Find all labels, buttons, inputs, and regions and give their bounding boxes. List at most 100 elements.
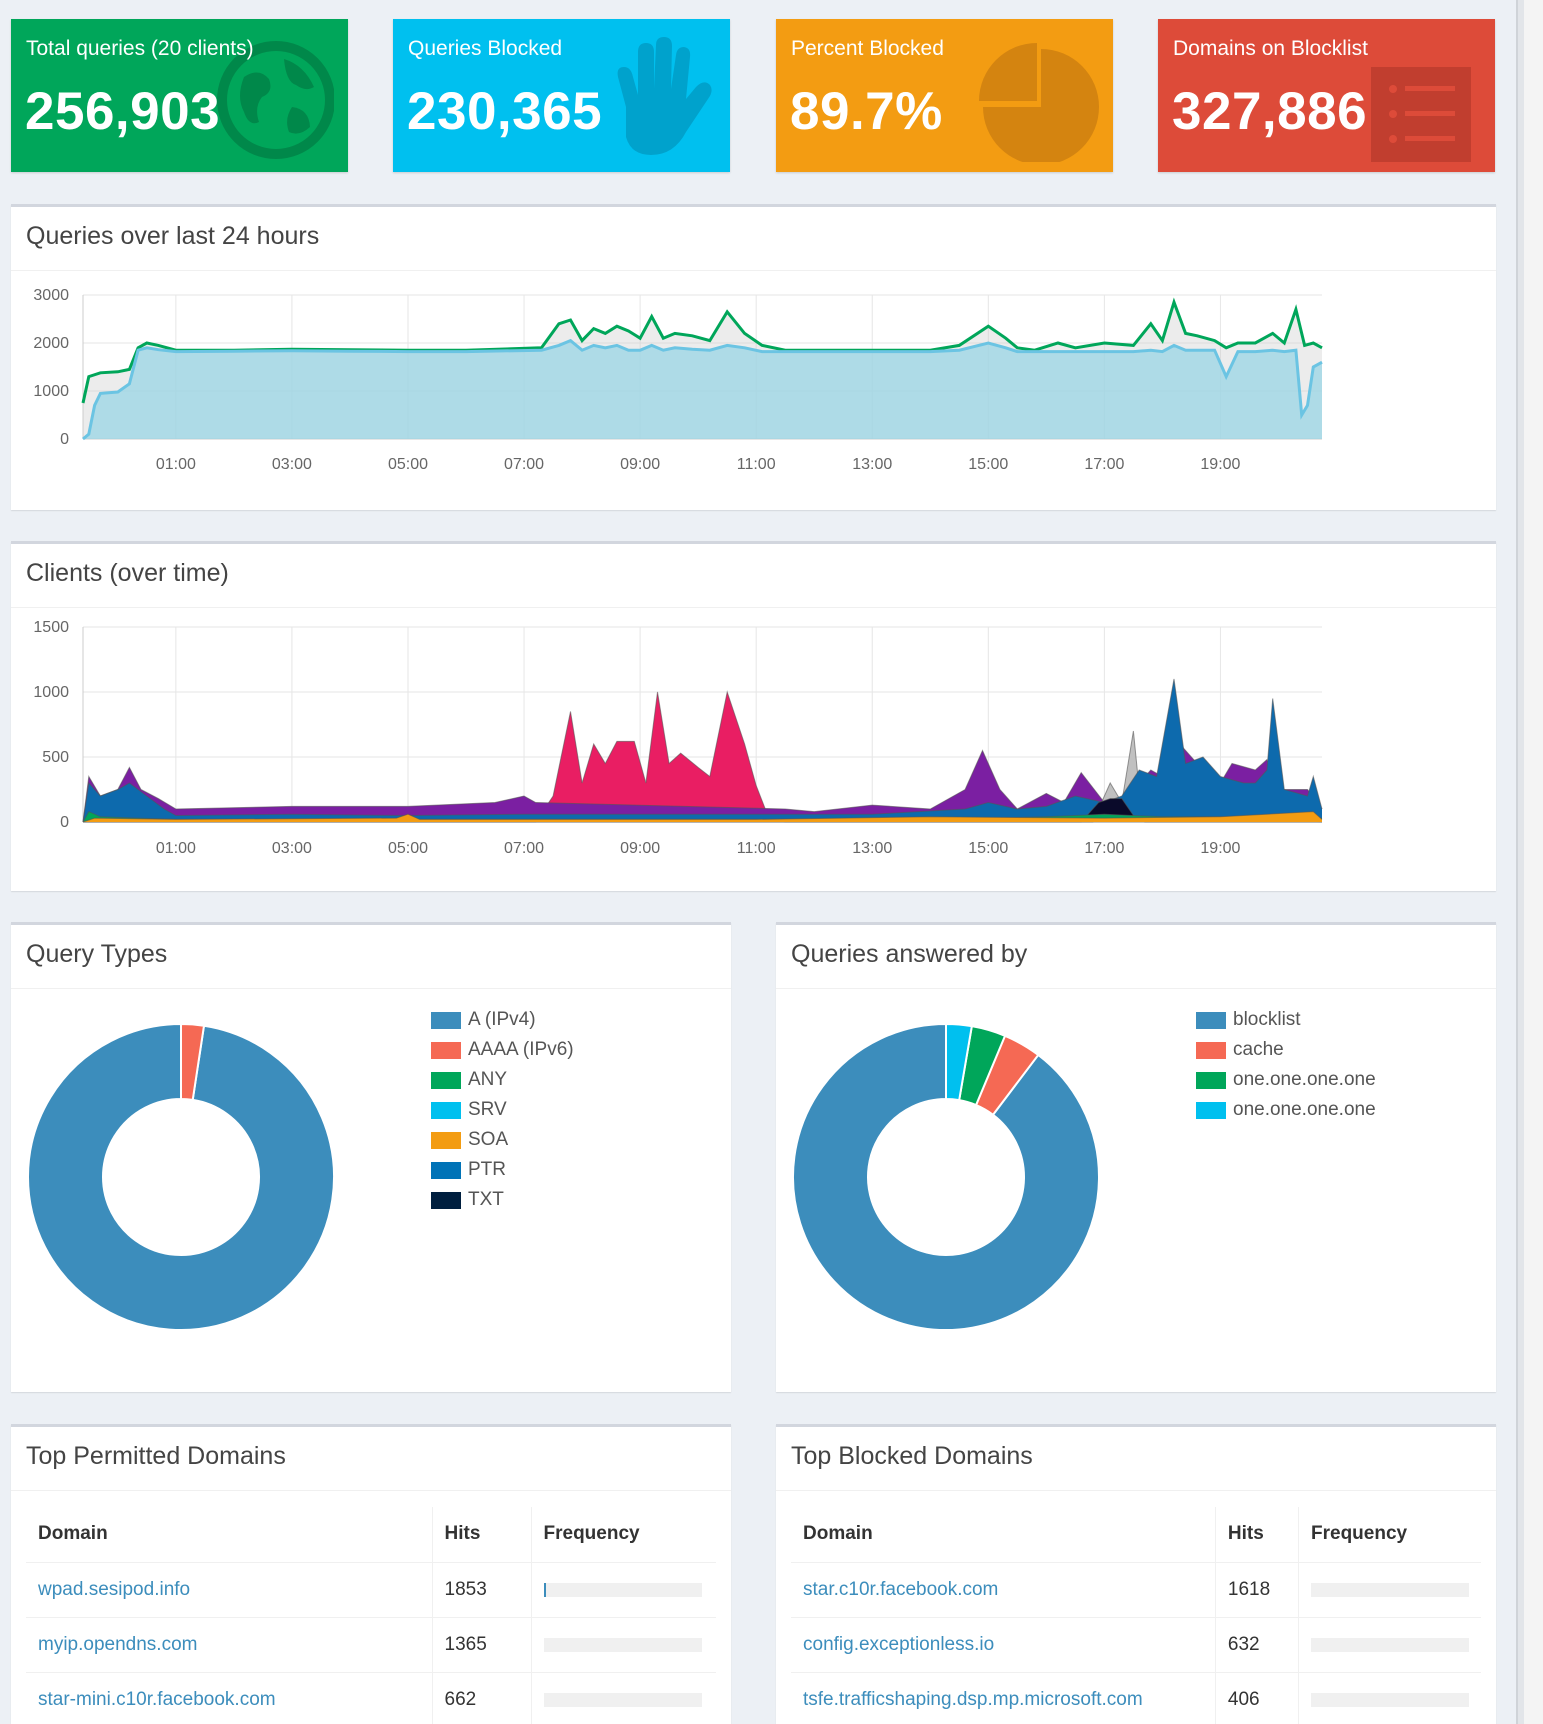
- series-line: [83, 690, 1322, 823]
- total-queries-tile: Total queries (20 clients) 256,903: [11, 19, 348, 172]
- answered-by-donut[interactable]: [776, 989, 1156, 1389]
- legend-item[interactable]: TXT: [431, 1185, 574, 1215]
- x-tick-label: 15:00: [968, 456, 1008, 473]
- domain-cell: tsfe.trafficshaping.dsp.mp.microsoft.com: [791, 1671, 1216, 1724]
- domain-link[interactable]: star-mini.c10r.facebook.com: [38, 1688, 276, 1710]
- column-header-hits[interactable]: Hits: [1214, 1507, 1299, 1563]
- table-row: star-mini.c10r.facebook.com 662: [26, 1671, 716, 1724]
- x-tick-label: 19:00: [1200, 840, 1240, 857]
- legend-item[interactable]: blocklist: [1196, 1005, 1376, 1035]
- hits-cell: 406: [1214, 1671, 1299, 1724]
- domain-cell: myip.opendns.com: [26, 1616, 432, 1672]
- legend-label: cache: [1233, 1039, 1284, 1060]
- x-tick-label: 07:00: [504, 456, 544, 473]
- donut-slice[interactable]: [180, 1022, 206, 1102]
- domain-link[interactable]: config.exceptionless.io: [803, 1633, 995, 1655]
- y-tick-label: 0: [60, 814, 69, 831]
- legend-item[interactable]: one.one.one.one: [1196, 1065, 1376, 1095]
- queries-area-chart[interactable]: 0 1000 2000 3000 01:00 03:00 05:00 07:00 09:00 11…: [11, 271, 1496, 510]
- donut-slice[interactable]: [792, 1022, 1100, 1331]
- query-types-donut[interactable]: [11, 989, 391, 1389]
- clients-area-chart[interactable]: 0 500 1000 1500 01:00 03:00 05:00 07:00 09:00 11:…: [11, 608, 1496, 891]
- scrollbar-strip[interactable]: [1516, 0, 1543, 1724]
- legend-swatch: [431, 1011, 461, 1029]
- hits-cell: 1853: [431, 1561, 531, 1617]
- tile-label: Queries Blocked: [408, 37, 563, 60]
- tile-label: Domains on Blocklist: [1173, 37, 1368, 60]
- legend-item[interactable]: AAAA (IPv6): [431, 1035, 574, 1065]
- legend-label: blocklist: [1233, 1009, 1301, 1030]
- frequency-bar: [1311, 1582, 1469, 1597]
- table-row: myip.opendns.com 1365: [26, 1616, 716, 1672]
- x-tick-label: 11:00: [737, 840, 776, 857]
- clients-over-time-panel: Clients (over time) 0 500 1000 1500 01:00 03:…: [11, 541, 1496, 891]
- domain-link[interactable]: star.c10r.facebook.com: [803, 1578, 999, 1600]
- domains-blocklist-tile: Domains on Blocklist 327,886: [1158, 19, 1495, 172]
- tile-value: 89.7%: [790, 82, 943, 141]
- donut-slice[interactable]: [945, 1022, 973, 1102]
- legend-swatch: [431, 1131, 461, 1149]
- query-types-legend: A (IPv4) AAAA (IPv6) ANY SRV SOA PTR TXT: [431, 1005, 574, 1215]
- domain-cell: star-mini.c10r.facebook.com: [26, 1671, 432, 1724]
- frequency-bar: [1311, 1637, 1469, 1652]
- y-tick-label: 0: [60, 431, 69, 448]
- column-header-hits[interactable]: Hits: [431, 1507, 531, 1563]
- queries-over-time-panel: Queries over last 24 hours 0 1000 2000 3000…: [11, 204, 1496, 510]
- y-tick-label: 500: [42, 749, 69, 766]
- x-tick-label: 03:00: [272, 840, 312, 857]
- legend-item[interactable]: ANY: [431, 1065, 574, 1095]
- column-header-domain[interactable]: Domain: [26, 1507, 432, 1563]
- legend-label: one.one.one.one: [1233, 1069, 1376, 1090]
- frequency-cell: [1298, 1616, 1481, 1672]
- legend-label: PTR: [468, 1159, 506, 1180]
- x-tick-label: 05:00: [388, 840, 428, 857]
- x-tick-label: 01:00: [156, 456, 196, 473]
- legend-label: one.one.one.one: [1233, 1099, 1376, 1120]
- x-tick-label: 19:00: [1200, 456, 1240, 473]
- x-tick-label: 13:00: [852, 840, 892, 857]
- legend-item[interactable]: cache: [1196, 1035, 1376, 1065]
- panel-title: Queries over last 24 hours: [11, 207, 1496, 271]
- legend-swatch: [1196, 1011, 1226, 1029]
- legend-item[interactable]: SOA: [431, 1125, 574, 1155]
- domain-link[interactable]: tsfe.trafficshaping.dsp.mp.microsoft.com: [803, 1688, 1143, 1710]
- legend-label: TXT: [468, 1189, 504, 1210]
- domain-cell: wpad.sesipod.info: [26, 1561, 432, 1617]
- column-header-frequency[interactable]: Frequency: [530, 1507, 716, 1563]
- x-tick-label: 17:00: [1084, 840, 1124, 857]
- series-line: [82, 338, 1323, 441]
- legend-item[interactable]: one.one.one.one: [1196, 1095, 1376, 1125]
- frequency-cell: [530, 1561, 716, 1617]
- legend-item[interactable]: PTR: [431, 1155, 574, 1185]
- frequency-bar-fill: [543, 1582, 546, 1597]
- y-tick-label: 2000: [33, 335, 69, 352]
- legend-label: SOA: [468, 1129, 509, 1150]
- frequency-cell: [530, 1616, 716, 1672]
- series-line: [82, 678, 1323, 823]
- domain-link[interactable]: wpad.sesipod.info: [38, 1578, 191, 1600]
- answered-by-legend: blocklist cache one.one.one.one one.one.one…: [1196, 1005, 1376, 1125]
- list-icon: [1371, 67, 1471, 162]
- column-header-frequency[interactable]: Frequency: [1298, 1507, 1481, 1563]
- donut-slice[interactable]: [27, 1022, 335, 1331]
- legend-item[interactable]: SRV: [431, 1095, 574, 1125]
- panel-title: Query Types: [11, 925, 731, 989]
- domain-link[interactable]: myip.opendns.com: [38, 1633, 198, 1655]
- series-line: [82, 811, 1323, 823]
- legend-item[interactable]: A (IPv4): [431, 1005, 574, 1035]
- hand-icon: [617, 37, 712, 155]
- legend-label: SRV: [468, 1099, 507, 1120]
- frequency-bar: [543, 1582, 702, 1597]
- table-row: tsfe.trafficshaping.dsp.mp.microsoft.com…: [791, 1671, 1481, 1724]
- frequency-cell: [1298, 1671, 1481, 1724]
- column-header-domain[interactable]: Domain: [791, 1507, 1216, 1563]
- hits-cell: 1365: [431, 1616, 531, 1672]
- panel-title: Top Blocked Domains: [776, 1427, 1496, 1491]
- panel-title: Queries answered by: [776, 925, 1496, 989]
- frequency-bar: [543, 1637, 702, 1652]
- tile-value: 327,886: [1172, 82, 1368, 141]
- panel-title: Top Permitted Domains: [11, 1427, 731, 1491]
- table-header-row: Domain Hits Frequency: [791, 1507, 1481, 1563]
- frequency-cell: [530, 1671, 716, 1724]
- legend-swatch: [1196, 1071, 1226, 1089]
